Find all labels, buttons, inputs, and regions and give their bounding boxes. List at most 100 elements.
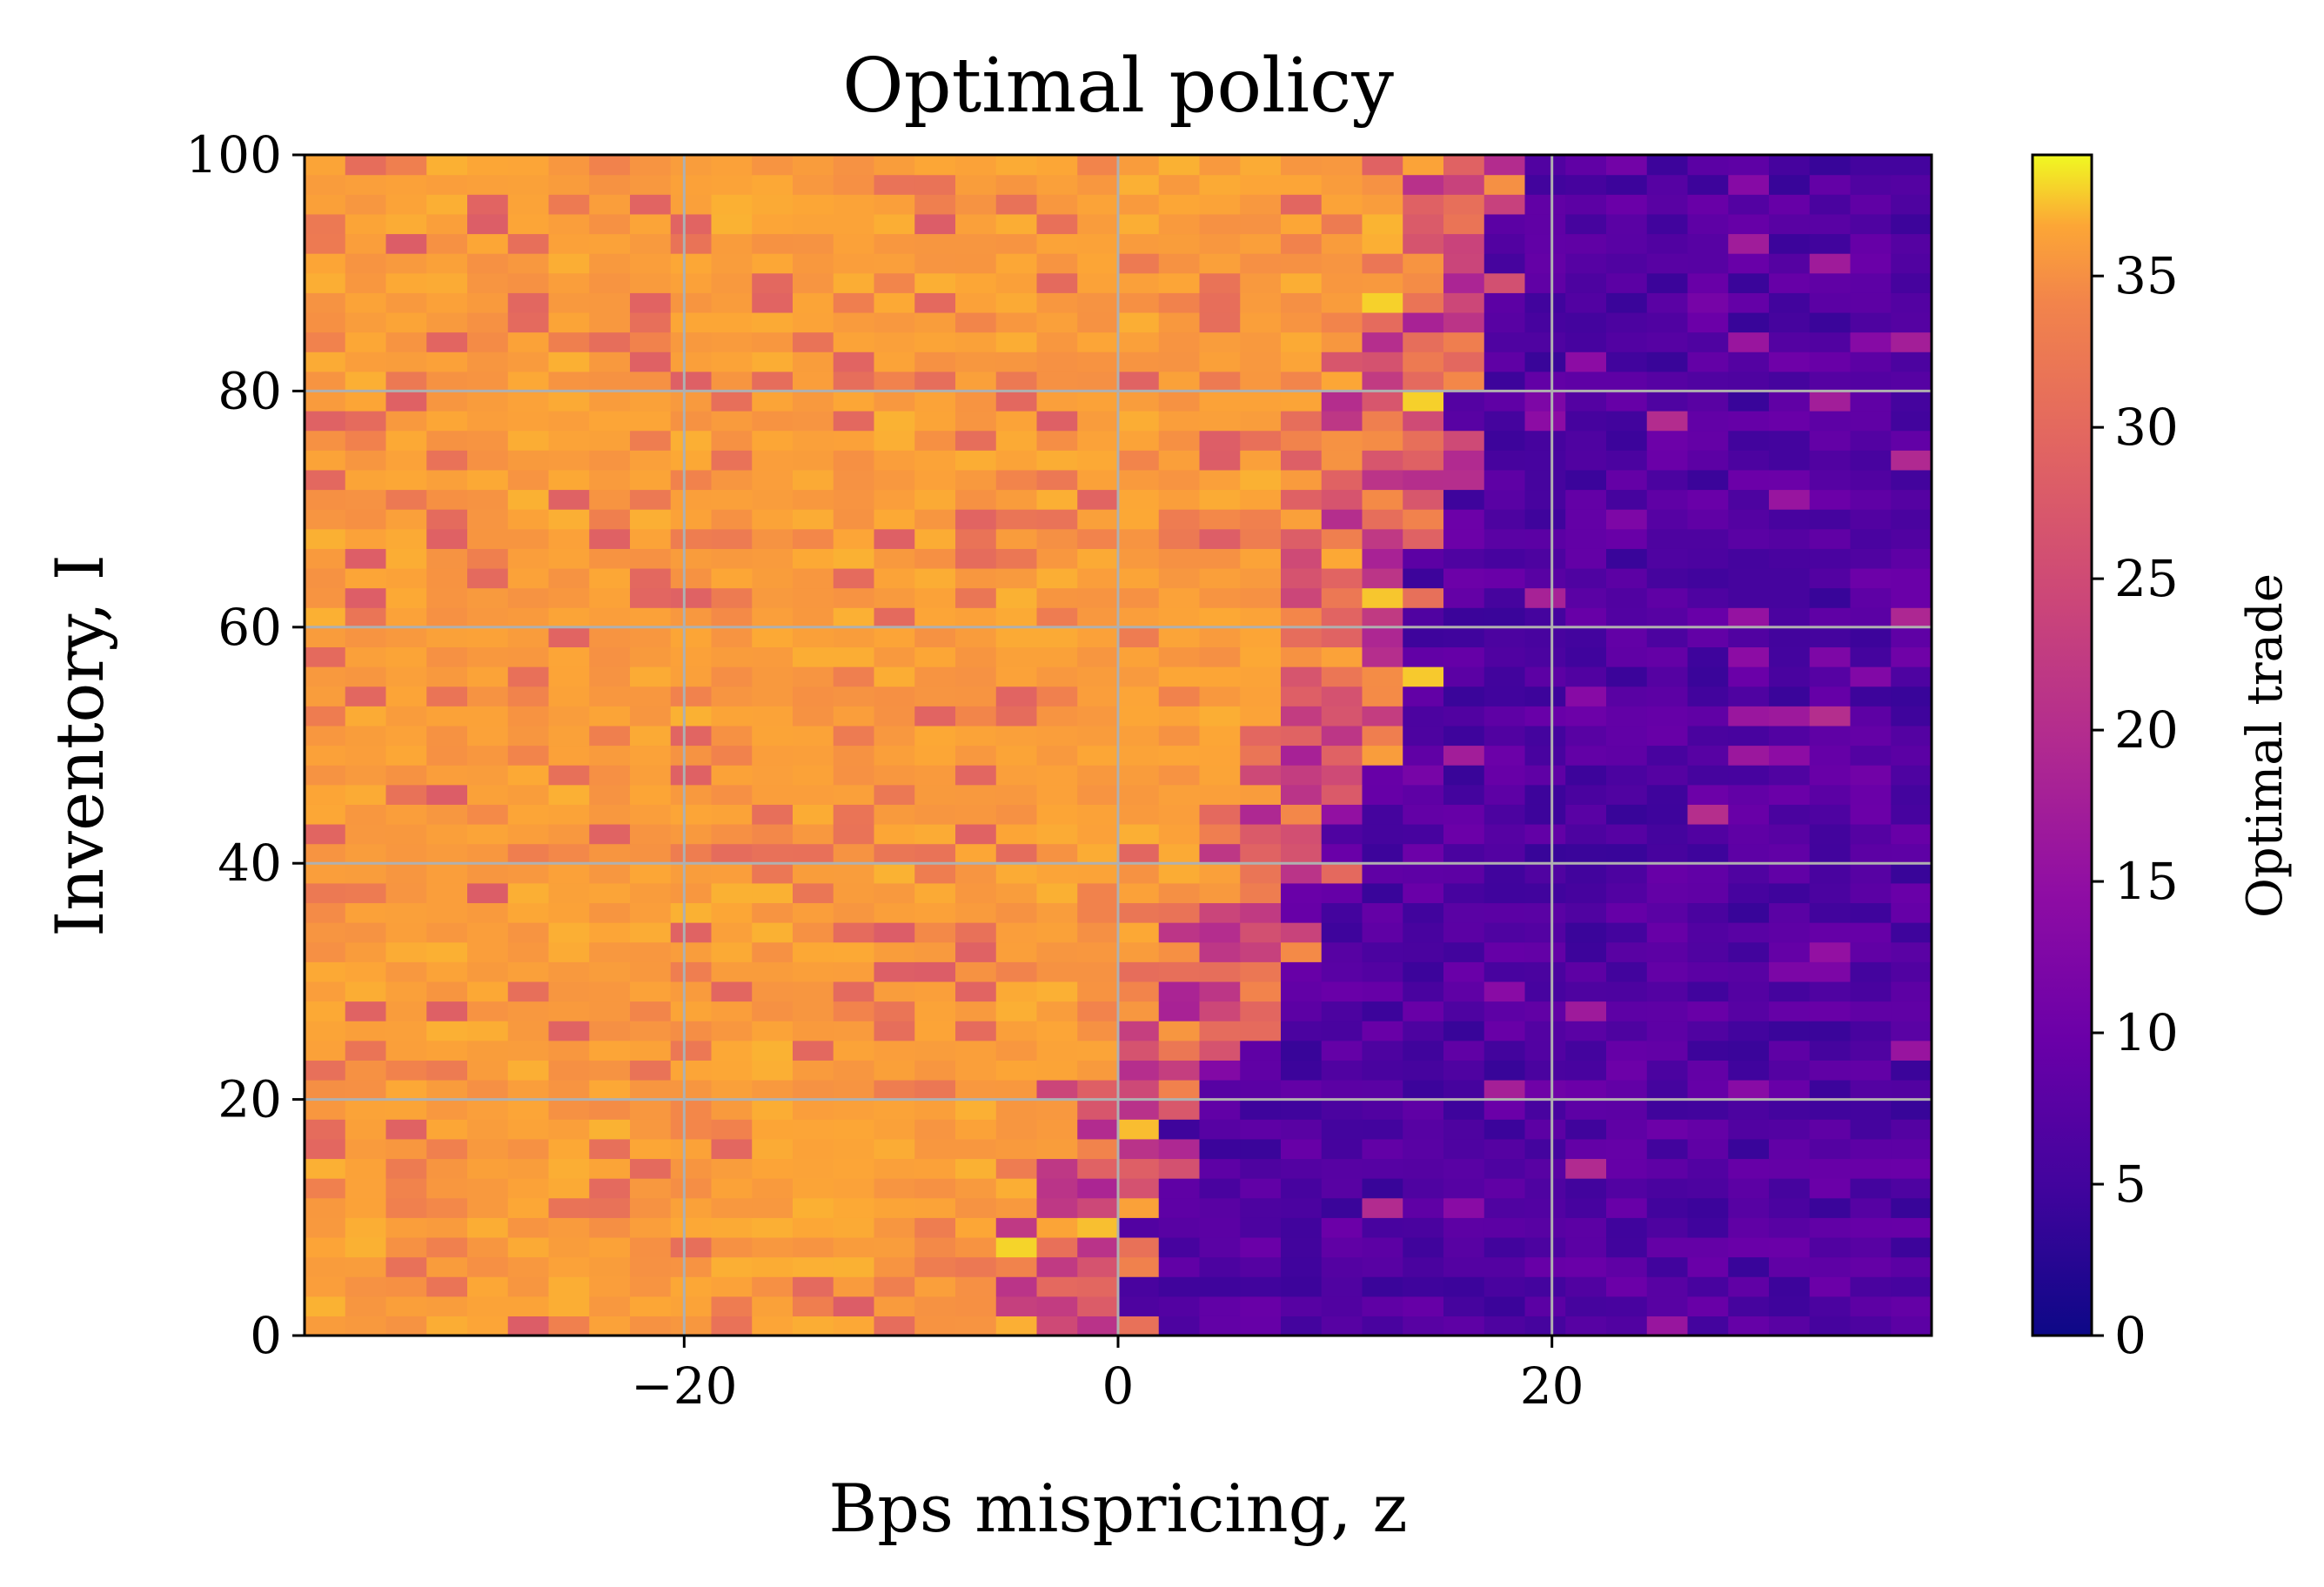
heatmap-cell xyxy=(1606,233,1648,254)
heatmap-cell xyxy=(426,391,468,412)
heatmap-cell xyxy=(793,666,834,687)
heatmap-cell xyxy=(1606,1021,1648,1041)
heatmap-cell xyxy=(793,1138,834,1160)
heatmap-cell xyxy=(305,745,346,766)
heatmap-cell xyxy=(1321,411,1363,432)
heatmap-cell xyxy=(1443,882,1485,904)
heatmap-cell xyxy=(1524,626,1566,648)
heatmap-cell xyxy=(711,1001,753,1021)
heatmap-cell xyxy=(1362,1079,1403,1101)
heatmap-cell xyxy=(793,155,834,176)
heatmap-cell xyxy=(1199,391,1241,412)
heatmap-cell xyxy=(1158,509,1201,530)
x-tick-label: 0 xyxy=(1102,1356,1135,1416)
heatmap-cell xyxy=(1809,352,1852,372)
heatmap-cell xyxy=(1483,272,1526,293)
heatmap-cell xyxy=(1687,371,1729,392)
heatmap-cell xyxy=(426,981,468,1002)
heatmap-cell xyxy=(1158,607,1201,628)
heatmap-cell xyxy=(589,804,631,825)
heatmap-cell xyxy=(955,961,997,982)
heatmap-cell xyxy=(1850,292,1892,313)
heatmap-cell xyxy=(793,1099,834,1120)
heatmap-cell xyxy=(1199,1079,1241,1101)
heatmap-cell xyxy=(914,174,956,195)
heatmap-cell xyxy=(1769,882,1811,904)
heatmap-cell xyxy=(345,587,387,608)
heatmap-cell xyxy=(1646,1197,1689,1218)
heatmap-cell xyxy=(1321,745,1363,766)
heatmap-cell xyxy=(752,391,794,412)
heatmap-cell xyxy=(711,1099,753,1120)
heatmap-cell xyxy=(385,155,427,176)
heatmap-cell xyxy=(1646,666,1689,687)
heatmap-cell xyxy=(1321,961,1363,982)
heatmap-cell xyxy=(1728,1138,1770,1160)
heatmap-cell xyxy=(793,371,834,392)
heatmap-cell xyxy=(345,331,387,352)
heatmap-cell xyxy=(1565,1316,1607,1336)
heatmap-cell xyxy=(955,1178,997,1199)
heatmap-cell xyxy=(752,331,794,352)
heatmap-cell xyxy=(995,765,1038,786)
heatmap-cell xyxy=(955,1021,997,1041)
heatmap-cell xyxy=(793,745,834,766)
heatmap-cell xyxy=(305,155,346,176)
heatmap-cell xyxy=(1646,567,1689,589)
heatmap-cell xyxy=(589,272,631,293)
heatmap-cell xyxy=(1362,430,1403,451)
heatmap-cell xyxy=(1728,509,1770,530)
heatmap-cell xyxy=(507,745,550,766)
heatmap-cell xyxy=(1809,686,1852,706)
heatmap-cell xyxy=(793,528,834,549)
heatmap-cell xyxy=(1769,607,1811,628)
heatmap-cell xyxy=(1565,981,1607,1002)
heatmap-cell xyxy=(1077,587,1119,608)
heatmap-cell xyxy=(1403,1217,1444,1238)
heatmap-cell xyxy=(1646,863,1689,884)
heatmap-cell xyxy=(589,1119,631,1140)
heatmap-cell xyxy=(1524,272,1566,293)
heatmap-cell xyxy=(1646,725,1689,747)
heatmap-cell xyxy=(1524,213,1566,235)
heatmap-cell xyxy=(385,509,427,530)
heatmap-cell xyxy=(1646,1119,1689,1140)
heatmap-cell xyxy=(385,272,427,293)
heatmap-cell xyxy=(1728,922,1770,943)
heatmap-cell xyxy=(1403,725,1444,747)
heatmap-cell xyxy=(874,194,915,215)
heatmap-cell xyxy=(995,509,1038,530)
heatmap-cell xyxy=(1524,1197,1566,1218)
heatmap-cell xyxy=(1362,509,1403,530)
heatmap-cell xyxy=(955,646,997,667)
heatmap-cell xyxy=(1809,155,1852,176)
heatmap-cell xyxy=(385,213,427,235)
heatmap-cell xyxy=(630,430,672,451)
heatmap-cell xyxy=(1443,1256,1485,1277)
heatmap-cell xyxy=(1443,706,1485,727)
heatmap-cell xyxy=(1199,941,1241,962)
heatmap-cell xyxy=(793,1060,834,1081)
heatmap-cell xyxy=(711,1316,753,1336)
heatmap-cell xyxy=(1158,352,1201,372)
heatmap-cell xyxy=(1443,1119,1485,1140)
heatmap-cell xyxy=(548,823,590,845)
chart-title: Optimal policy xyxy=(842,43,1394,130)
heatmap-cell xyxy=(1036,1276,1078,1297)
heatmap-cell xyxy=(1077,1021,1119,1041)
heatmap-cell xyxy=(589,1197,631,1218)
heatmap-cell xyxy=(1240,1276,1282,1297)
heatmap-cell xyxy=(955,233,997,254)
heatmap-cell xyxy=(1443,961,1485,982)
heatmap-cell xyxy=(630,686,672,706)
heatmap-cell xyxy=(305,1138,346,1160)
grid-lines xyxy=(305,155,1932,1336)
heatmap-cell xyxy=(589,509,631,530)
heatmap-cell xyxy=(1769,411,1811,432)
heatmap-cell xyxy=(467,233,509,254)
heatmap-cell xyxy=(1321,213,1363,235)
heatmap-cell xyxy=(1443,804,1485,825)
y-tick-label: 80 xyxy=(218,361,282,420)
heatmap-cell xyxy=(711,489,753,510)
heatmap-cell xyxy=(874,233,915,254)
